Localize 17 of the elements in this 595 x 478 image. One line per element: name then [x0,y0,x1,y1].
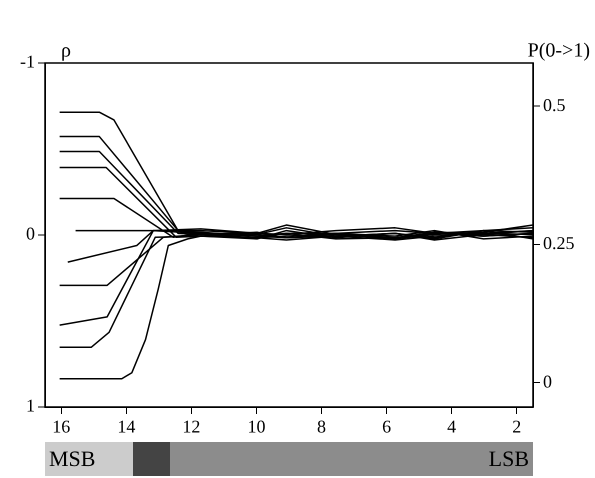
x-tick-label: 8 [317,416,326,437]
bit-strip: MSB LSB [45,442,533,476]
y-axis-title: ρ [61,39,71,62]
x-tick-label: 14 [117,416,136,437]
x-tick-label: 10 [247,416,266,437]
x-tick-label: 16 [52,416,70,437]
y-tick-label: 0 [26,224,35,244]
y2-tick-label: 0 [543,371,552,392]
y2-tick-label: 0.5 [543,94,566,115]
y-tick-label: -1 [20,52,35,72]
y2-tick-label: 0.25 [543,233,574,254]
x-tick-label: 12 [182,416,200,437]
x-tick-label: 6 [382,416,392,437]
x-tick-label: 4 [447,416,456,437]
x-tick-label: 2 [512,416,522,437]
y-tick-label: 1 [26,396,35,416]
y2-axis-title: P(0->1) [528,39,590,62]
